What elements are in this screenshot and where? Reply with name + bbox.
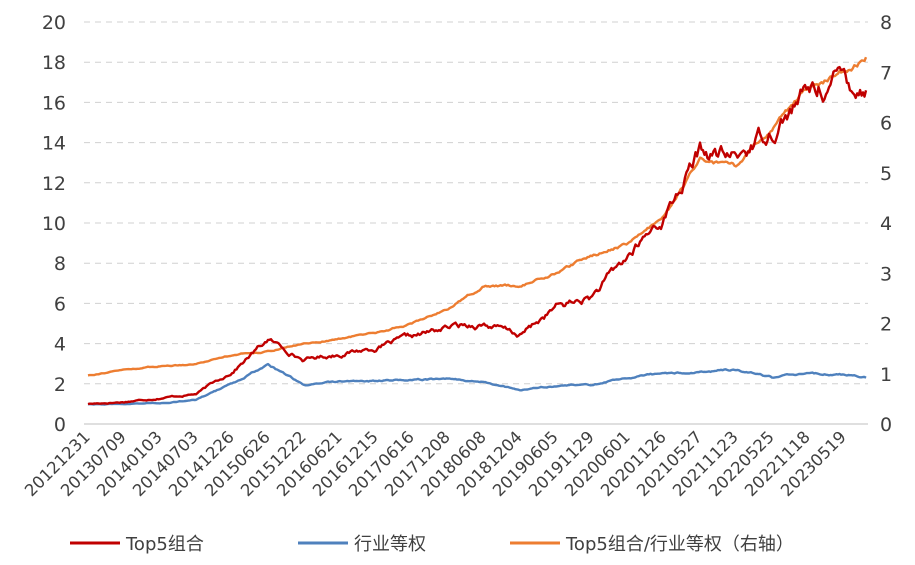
right-tick-label: 6 — [880, 113, 892, 135]
x-axis: 2012123120130709201401032014070320141226… — [21, 423, 868, 500]
right-tick-label: 8 — [880, 12, 892, 34]
legend-label: Top5组合/行业等权（右轴） — [565, 534, 794, 555]
left-tick-label: 2 — [54, 374, 66, 396]
right-tick-label: 5 — [880, 163, 892, 185]
left-tick-label: 0 — [54, 414, 66, 436]
right-tick-label: 7 — [880, 62, 892, 84]
series-lines — [87, 56, 868, 406]
left-tick-label: 16 — [42, 92, 66, 114]
series-line-2 — [87, 56, 868, 377]
left-tick-label: 4 — [54, 334, 66, 356]
right-tick-label: 1 — [880, 364, 892, 386]
left-tick-label: 18 — [42, 52, 66, 74]
left-tick-label: 10 — [42, 213, 66, 235]
left-tick-label: 8 — [54, 253, 66, 275]
left-tick-label: 12 — [42, 173, 66, 195]
legend-label: Top5组合 — [125, 534, 204, 555]
left-tick-label: 14 — [42, 133, 66, 155]
grid-lines — [84, 21, 868, 385]
legend: Top5组合 行业等权 Top5组合/行业等权（右轴） — [70, 534, 794, 555]
left-y-axis: 0 2 4 6 8 10 12 14 16 18 20 — [42, 12, 66, 436]
right-tick-label: 4 — [880, 213, 892, 235]
series-line-1 — [87, 362, 867, 406]
legend-label: 行业等权 — [354, 534, 426, 555]
left-tick-label: 20 — [42, 12, 66, 34]
left-tick-label: 6 — [54, 293, 66, 315]
right-tick-label: 3 — [880, 263, 892, 285]
right-tick-label: 2 — [880, 314, 892, 336]
series-line-0 — [87, 65, 868, 406]
right-tick-label: 0 — [880, 414, 892, 436]
right-y-axis: 0 1 2 3 4 5 6 7 8 — [880, 12, 892, 436]
